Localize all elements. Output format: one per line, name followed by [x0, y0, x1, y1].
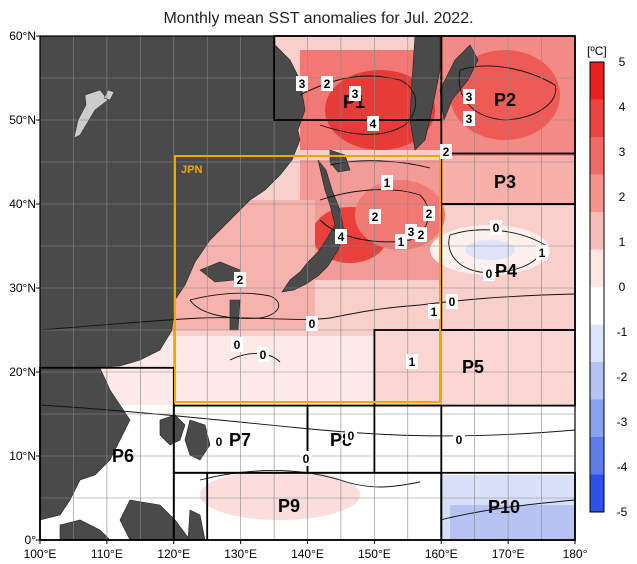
svg-text:0: 0: [456, 433, 463, 447]
y-tick-label: 0°: [25, 533, 37, 547]
colorbar-label: 4: [619, 100, 626, 114]
region-label-p7: P7: [229, 430, 251, 450]
y-tick-label: 30°N: [9, 281, 36, 295]
x-tick-label: 160°E: [425, 547, 458, 561]
svg-text:0: 0: [303, 452, 310, 466]
svg-text:2: 2: [237, 273, 244, 287]
svg-text:3: 3: [466, 112, 473, 126]
svg-text:3: 3: [466, 90, 473, 104]
colorbar-swatch: [590, 174, 604, 213]
svg-text:2: 2: [324, 77, 331, 91]
x-tick-label: 100°E: [24, 547, 57, 561]
region-label-p4: P4: [495, 261, 517, 281]
contour-value-labels: 3 2 3 4 3 3 2 1 2 2 3 2 1 0 1 4 0 2 0 1 …: [213, 76, 548, 466]
colorbar-swatch: [590, 474, 604, 513]
x-tick-label: 110°E: [91, 547, 123, 561]
svg-text:1: 1: [398, 235, 405, 249]
colorbar-label: 5: [619, 55, 626, 69]
colorbar-label: 2: [619, 190, 626, 204]
region-box-separators: [206, 405, 376, 540]
region-label-p10: P10: [488, 497, 520, 517]
colorbar-swatch: [590, 212, 604, 250]
svg-text:0: 0: [486, 267, 493, 281]
region-label-p3: P3: [494, 172, 516, 192]
colorbar-swatch: [590, 362, 604, 400]
svg-text:1: 1: [539, 246, 546, 260]
colorbar-label: -4: [617, 460, 628, 474]
svg-text:0: 0: [216, 435, 223, 449]
region-label-p5: P5: [462, 357, 484, 377]
svg-text:0: 0: [348, 429, 355, 443]
svg-text:0: 0: [309, 317, 316, 331]
svg-text:1: 1: [409, 355, 416, 369]
svg-text:3: 3: [352, 87, 359, 101]
x-tick-label: 180°: [563, 547, 588, 561]
x-tick-label: 130°E: [224, 547, 257, 561]
map-title: Monthly mean SST anomalies for Jul. 2022…: [163, 10, 474, 27]
colorbar-swatch: [590, 324, 604, 363]
svg-text:4: 4: [338, 230, 345, 244]
x-tick-label: 140°E: [291, 547, 324, 561]
svg-text:0: 0: [493, 221, 500, 235]
colorbar-label: -5: [617, 505, 628, 519]
svg-text:2: 2: [372, 210, 379, 224]
y-tick-label: 10°N: [9, 449, 36, 463]
svg-text:1: 1: [431, 305, 438, 319]
x-tick-label: 120°E: [157, 547, 190, 561]
colorbar-label: -3: [617, 415, 628, 429]
colorbar-label: 1: [619, 235, 626, 249]
region-labels: P1 P2 P3 P4 P5 P6 P7 P8 P9 P10: [112, 90, 520, 517]
colorbar-unit: [ºC]: [587, 44, 607, 58]
svg-text:0: 0: [260, 348, 267, 362]
colorbar-swatch: [590, 62, 604, 100]
colorbar-label: 3: [619, 145, 626, 159]
colorbar: 5 4 3 2 1 0 -1 -2 -3 -4 -5: [589, 55, 628, 519]
svg-text:0: 0: [234, 338, 241, 352]
y-tick-label: 50°N: [9, 113, 36, 127]
colorbar-label: -2: [617, 370, 628, 384]
y-tick-label: 20°N: [9, 365, 36, 379]
region-label-p9: P9: [278, 496, 300, 516]
colorbar-swatch: [590, 137, 604, 175]
colorbar-swatch: [590, 99, 604, 138]
region-label-p2: P2: [494, 90, 516, 110]
colorbar-swatch: [590, 437, 604, 475]
colorbar-label: 0: [619, 280, 626, 294]
land-masses: [40, 36, 479, 540]
svg-text:2: 2: [443, 145, 450, 159]
jpn-label: JPN: [181, 164, 202, 176]
svg-text:3: 3: [408, 225, 415, 239]
svg-text:0: 0: [449, 295, 456, 309]
x-axis-ticks: 100°E 110°E 120°E 130°E 140°E 150°E 160°E 170°E…: [24, 540, 588, 561]
y-axis-ticks: 0° 10°N 20°N 30°N 40°N 50°N 60°N: [9, 29, 40, 547]
svg-text:2: 2: [418, 228, 425, 242]
svg-text:1: 1: [384, 176, 391, 190]
x-tick-label: 170°E: [492, 547, 525, 561]
y-tick-label: 40°N: [9, 197, 36, 211]
colorbar-swatch: [590, 287, 604, 325]
svg-text:2: 2: [426, 207, 433, 221]
colorbar-label: -1: [617, 325, 628, 339]
region-label-p6: P6: [112, 446, 134, 466]
jpn-region-box: [174, 155, 441, 403]
y-tick-label: 60°N: [9, 29, 36, 43]
svg-text:3: 3: [299, 77, 306, 91]
x-tick-label: 150°E: [358, 547, 391, 561]
colorbar-frame: [589, 61, 605, 513]
colorbar-swatch: [590, 399, 604, 438]
contour-lines: [40, 65, 575, 521]
islands: [73, 89, 115, 139]
colorbar-swatch: [590, 249, 604, 288]
svg-text:4: 4: [370, 117, 377, 131]
